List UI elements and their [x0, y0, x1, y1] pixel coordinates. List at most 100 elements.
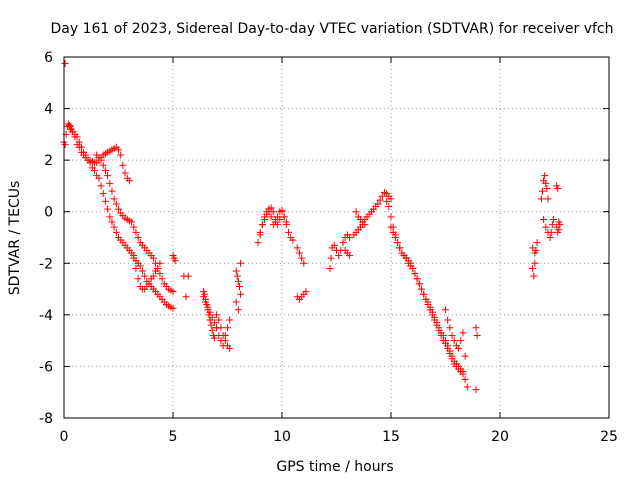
data-point [352, 208, 360, 216]
data-point [200, 293, 208, 301]
data-point [376, 196, 384, 204]
data-point [61, 59, 69, 67]
data-point [326, 264, 334, 272]
data-point [75, 138, 83, 146]
x-tick-label: 5 [169, 429, 178, 445]
data-point [149, 254, 157, 262]
data-point [374, 200, 382, 208]
y-axis-label: SDTVAR / TECUs [7, 181, 23, 296]
data-point [149, 272, 157, 280]
data-point [295, 249, 303, 257]
x-tick-label: 0 [60, 429, 69, 445]
data-point [439, 331, 447, 339]
data-point [463, 383, 471, 391]
data-point [232, 267, 240, 275]
data-point [543, 185, 551, 193]
y-tick-label: 2 [44, 153, 53, 169]
data-point [387, 213, 395, 221]
data-point [394, 239, 402, 247]
data-point [461, 352, 469, 360]
data-point [448, 331, 456, 339]
data-point [444, 316, 452, 324]
data-point [136, 262, 144, 270]
data-point [418, 285, 426, 293]
data-point [549, 215, 557, 223]
data-point [285, 228, 293, 236]
data-point [409, 264, 417, 272]
data-point [544, 195, 552, 203]
data-point [540, 215, 548, 223]
data-point [539, 187, 547, 195]
data-point [132, 264, 140, 272]
data-point [433, 319, 441, 327]
data-point [391, 234, 399, 241]
data-point [261, 215, 269, 223]
data-point [472, 324, 480, 332]
data-point [138, 267, 146, 275]
data-point [219, 342, 227, 350]
data-point [258, 221, 266, 229]
data-point [459, 329, 467, 337]
data-point [156, 270, 164, 278]
data-point [97, 156, 105, 164]
data-point [411, 270, 419, 278]
data-point [555, 226, 563, 234]
plot-frame [63, 56, 610, 419]
data-point [169, 288, 177, 296]
data-point [73, 133, 81, 141]
data-point [442, 306, 449, 314]
data-point [77, 143, 85, 151]
data-point [104, 205, 112, 213]
data-point [104, 172, 112, 180]
data-point [108, 187, 116, 195]
data-point [413, 275, 421, 283]
data-point [424, 298, 432, 306]
data-point [461, 375, 469, 383]
data-point [387, 223, 395, 231]
data-point [215, 316, 223, 324]
data-point [130, 254, 138, 262]
data-point [531, 259, 539, 267]
data-point [346, 252, 354, 260]
data-point [237, 290, 245, 298]
x-tick-label: 10 [273, 429, 291, 445]
data-point [420, 290, 428, 298]
data-point [293, 244, 301, 252]
data-point [530, 272, 538, 280]
data-point [271, 218, 279, 226]
data-point [91, 166, 99, 174]
data-point [108, 218, 116, 226]
data-point [106, 213, 114, 221]
data-point [282, 218, 290, 226]
data-point [387, 195, 395, 203]
data-point [202, 298, 210, 306]
data-point [101, 166, 109, 174]
data-point [428, 308, 436, 316]
data-point [99, 161, 107, 169]
data-point [119, 161, 127, 169]
data-point [86, 159, 94, 167]
data-point [457, 337, 465, 345]
data-point [182, 293, 190, 301]
data-point [541, 172, 549, 180]
y-tick-label: 6 [44, 50, 53, 66]
data-point [134, 234, 142, 241]
data-point [226, 344, 234, 352]
x-axis-label: GPS time / hours [276, 459, 393, 475]
data-point [106, 179, 114, 187]
data-point [169, 304, 177, 312]
data-point [208, 326, 216, 334]
y-tick-label: -2 [39, 256, 53, 272]
data-point [215, 331, 223, 339]
data-point [542, 179, 550, 187]
data-point [546, 234, 554, 241]
data-point [267, 213, 275, 221]
data-point [435, 324, 443, 332]
data-point [547, 228, 555, 236]
data-point [61, 141, 69, 149]
data-point [448, 352, 456, 360]
data-point [556, 221, 564, 229]
data-point [210, 334, 218, 342]
data-point [289, 236, 297, 244]
data-point [184, 272, 192, 280]
